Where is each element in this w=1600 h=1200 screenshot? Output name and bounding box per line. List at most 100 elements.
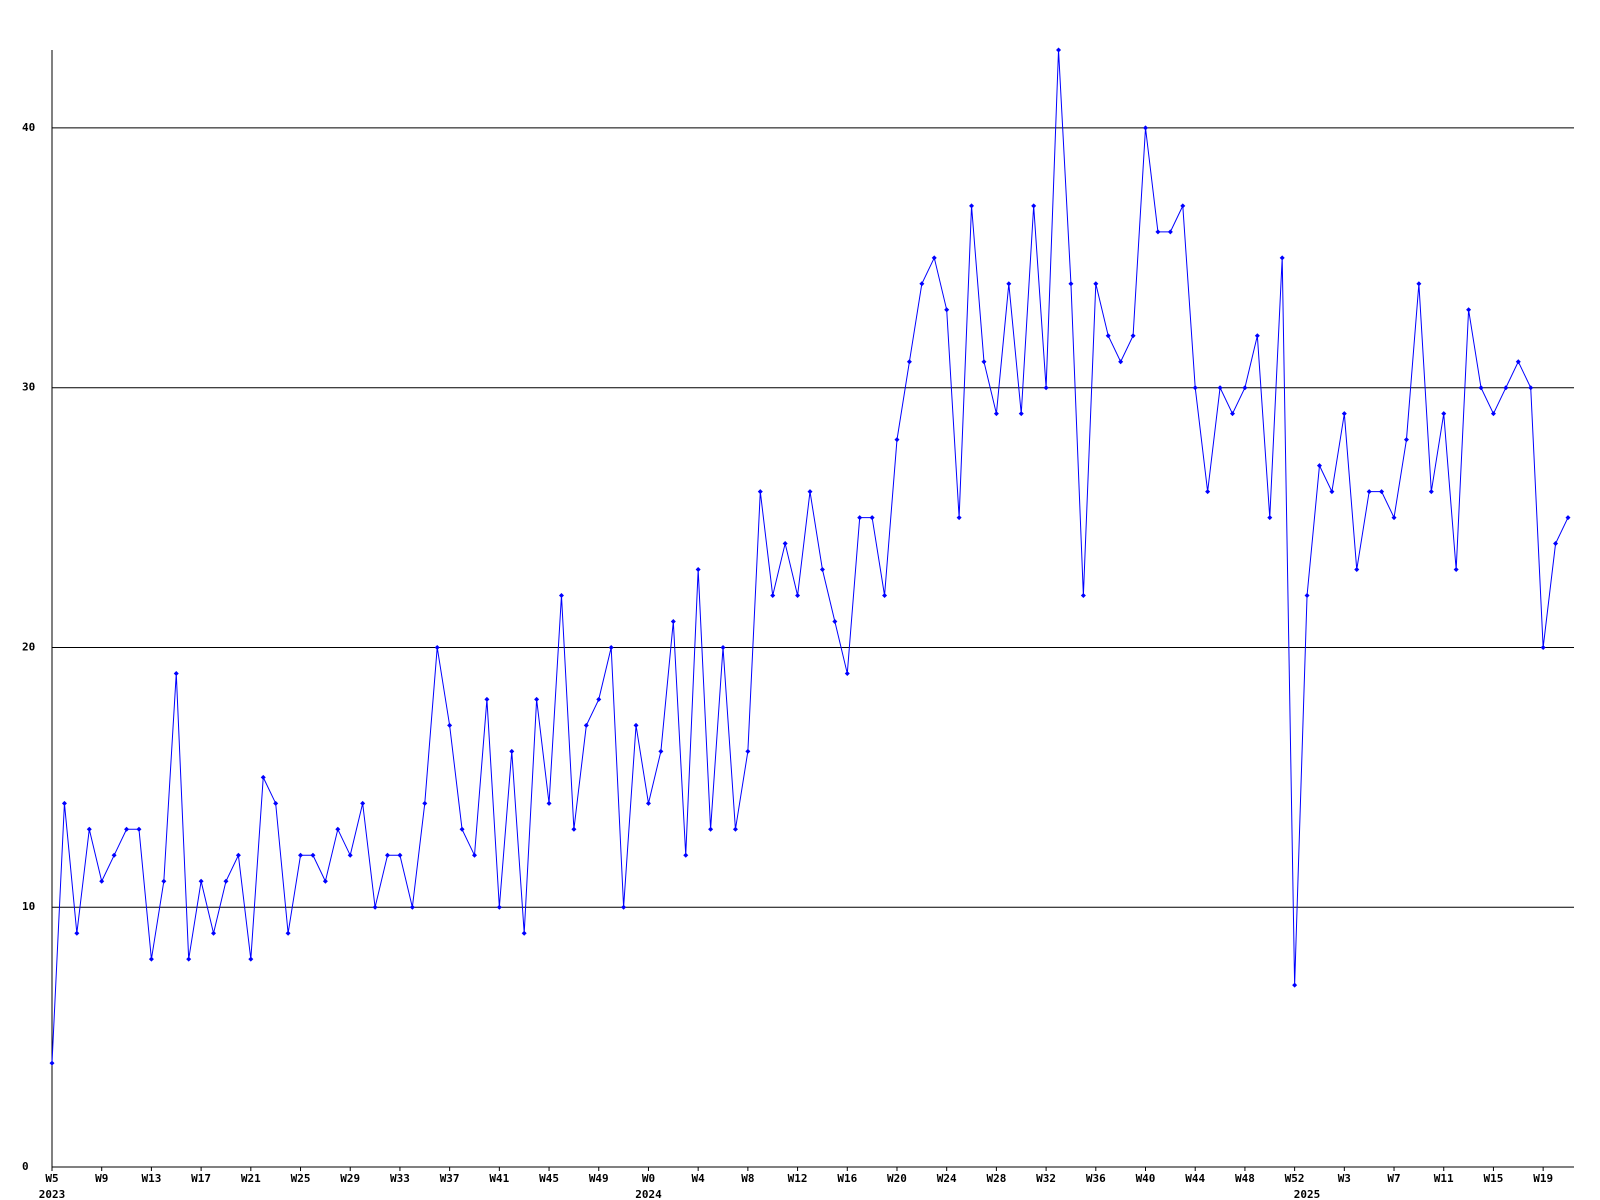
- data-point: [173, 670, 179, 676]
- x-tick-label: W40: [1136, 1172, 1156, 1185]
- y-tick-label: 20: [22, 640, 35, 653]
- data-point: [1267, 515, 1273, 521]
- x-tick-label: W24: [937, 1172, 957, 1185]
- x-tick-label: W7: [1387, 1172, 1400, 1185]
- x-tick-label: W29: [340, 1172, 360, 1185]
- data-point: [1242, 385, 1248, 391]
- y-tick-label: 30: [22, 381, 35, 394]
- data-point: [61, 800, 67, 806]
- data-point: [1143, 125, 1149, 131]
- x-tick-label: W28: [986, 1172, 1006, 1185]
- data-point: [1478, 385, 1484, 391]
- data-point: [807, 489, 813, 495]
- x-tick-label: W44: [1185, 1172, 1205, 1185]
- data-point: [459, 826, 465, 832]
- x-tick-label: W3: [1338, 1172, 1351, 1185]
- data-point: [1192, 385, 1198, 391]
- data-point: [1540, 644, 1546, 650]
- x-tick-label: W36: [1086, 1172, 1106, 1185]
- x-tick-label: W4: [692, 1172, 706, 1185]
- data-point: [521, 930, 527, 936]
- data-point: [1441, 411, 1447, 417]
- data-point: [770, 593, 776, 599]
- x-tick-label: W17: [191, 1172, 211, 1185]
- data-point: [409, 904, 415, 910]
- data-point: [1093, 281, 1099, 287]
- data-point: [571, 826, 577, 832]
- data-point: [757, 489, 763, 495]
- data-point: [795, 593, 801, 599]
- data-point: [882, 593, 888, 599]
- data-point: [658, 748, 664, 754]
- data-point: [1279, 255, 1285, 261]
- data-point: [447, 722, 453, 728]
- x-tick-label: W20: [887, 1172, 907, 1185]
- data-point: [919, 281, 925, 287]
- data-point: [148, 956, 154, 962]
- data-point: [285, 930, 291, 936]
- data-point: [819, 567, 825, 573]
- data-point: [1453, 567, 1459, 573]
- data-point: [211, 930, 217, 936]
- x-tick-label: W48: [1235, 1172, 1255, 1185]
- data-point: [372, 904, 378, 910]
- data-point: [1304, 593, 1310, 599]
- data-point: [273, 800, 279, 806]
- data-point: [136, 826, 142, 832]
- x-tick-label: W25: [291, 1172, 311, 1185]
- data-point: [1528, 385, 1534, 391]
- y-tick-label: 40: [22, 121, 35, 134]
- data-point: [335, 826, 341, 832]
- data-point: [1391, 515, 1397, 521]
- year-label: 2024: [635, 1188, 662, 1200]
- data-point: [422, 800, 428, 806]
- data-point: [1031, 203, 1037, 209]
- data-point: [385, 852, 391, 858]
- data-point: [534, 696, 540, 702]
- data-point: [745, 748, 751, 754]
- x-tick-label: W0: [642, 1172, 655, 1185]
- data-point: [1205, 489, 1211, 495]
- x-tick-label: W37: [440, 1172, 460, 1185]
- y-tick-label: 0: [22, 1160, 29, 1173]
- data-point: [558, 593, 564, 599]
- data-point: [198, 878, 204, 884]
- data-point: [1180, 203, 1186, 209]
- data-point: [621, 904, 627, 910]
- data-point: [1466, 307, 1472, 313]
- data-point: [1056, 47, 1062, 53]
- data-point: [1229, 411, 1235, 417]
- data-point: [298, 852, 304, 858]
- data-point: [944, 307, 950, 313]
- data-point: [546, 800, 552, 806]
- data-point: [1068, 281, 1074, 287]
- data-point: [1006, 281, 1012, 287]
- x-tick-label: W5: [45, 1172, 58, 1185]
- data-point: [322, 878, 328, 884]
- data-point: [1354, 567, 1360, 573]
- data-point: [1155, 229, 1161, 235]
- data-point: [397, 852, 403, 858]
- data-point: [434, 644, 440, 650]
- data-point: [1043, 385, 1049, 391]
- data-point: [1515, 359, 1521, 365]
- data-point: [832, 618, 838, 624]
- x-tick-label: W12: [788, 1172, 808, 1185]
- data-point: [1316, 463, 1322, 469]
- x-tick-label: W11: [1434, 1172, 1454, 1185]
- x-tick-label: W19: [1533, 1172, 1553, 1185]
- y-tick-label: 10: [22, 900, 35, 913]
- data-point: [894, 437, 900, 443]
- data-point: [969, 203, 975, 209]
- data-point: [260, 774, 266, 780]
- data-point: [1254, 333, 1260, 339]
- data-point: [695, 567, 701, 573]
- data-point: [1167, 229, 1173, 235]
- data-point: [720, 644, 726, 650]
- year-label: 2025: [1294, 1188, 1321, 1200]
- data-point: [782, 541, 788, 547]
- data-point: [86, 826, 92, 832]
- data-point: [1105, 333, 1111, 339]
- data-point: [869, 515, 875, 521]
- data-point: [223, 878, 229, 884]
